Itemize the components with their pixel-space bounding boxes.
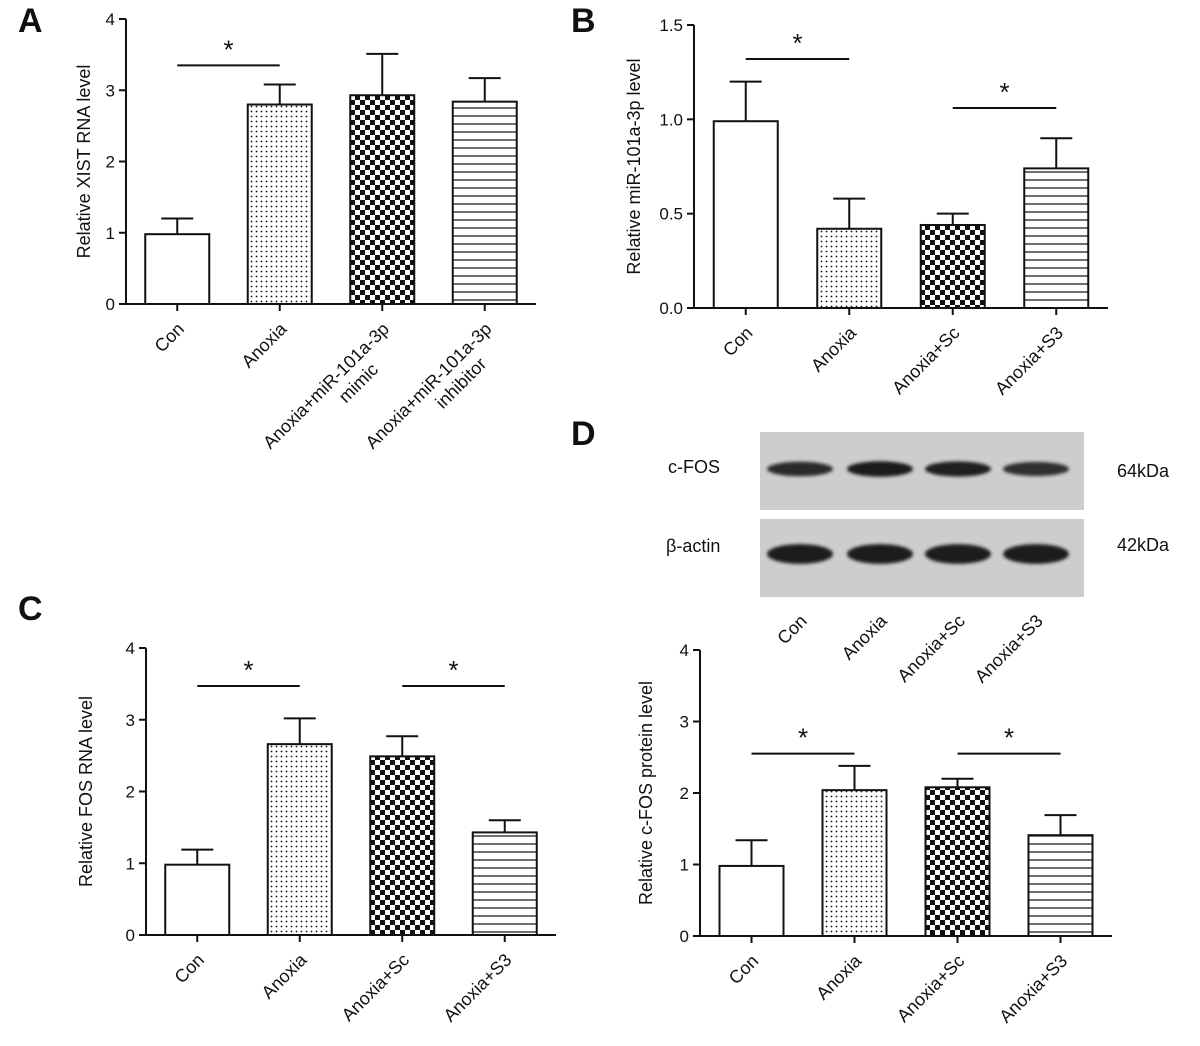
blot-label-cfos: c-FOS [668, 457, 720, 477]
chart-b-x-tick-label: Anoxia [807, 322, 861, 376]
chart-d-bar [718, 864, 785, 937]
blot-kda-cfos: 64kDa [1117, 461, 1170, 481]
chart-c-bar [266, 743, 333, 937]
chart-d-bar [1027, 834, 1094, 937]
chart-a-y-tick-label: 1 [106, 224, 115, 243]
chart-b-y-tick-label: 0.0 [659, 299, 683, 318]
chart-d-y-tick-label: 0 [680, 927, 689, 946]
blot-label-actin: β-actin [666, 536, 720, 556]
chart-d-bar [821, 789, 888, 938]
chart-b-y-tick-label: 1.5 [659, 16, 683, 35]
chart-a-bar [451, 100, 518, 306]
chart-c-y-tick-label: 1 [126, 854, 135, 873]
chart-a-x-tick-label: Anoxia [238, 318, 292, 372]
chart-d-cfos-protein: 0 1 2 3 4 Relative c-FOS protein level Con Anox… [636, 641, 1112, 1027]
panel-letter-b: B [571, 2, 596, 40]
blot-lane-label: Con [773, 611, 810, 648]
chart-d-y-tick-label: 2 [680, 784, 689, 803]
panel-letter-a: A [18, 2, 43, 40]
chart-c-bar [369, 755, 436, 937]
chart-c-y-tick-label: 4 [126, 639, 135, 658]
chart-c-y-tick-label: 2 [126, 783, 135, 802]
blot-kda-actin: 42kDa [1117, 535, 1170, 555]
chart-c-bar [164, 863, 231, 936]
chart-a-bar [144, 233, 211, 305]
blot-band-cfos [1003, 461, 1069, 477]
chart-a-y-tick-label: 4 [106, 10, 115, 29]
chart-a-y-tick-label: 0 [106, 295, 115, 314]
blot-band-actin [925, 544, 991, 564]
blot-band-cfos [925, 461, 991, 477]
chart-d-x-tick-label: Anoxia+S3 [995, 951, 1071, 1027]
chart-b-x-tick-label: Anoxia+Sc [888, 323, 963, 398]
chart-d-x-tick-label: Anoxia+Sc [893, 951, 968, 1026]
panel-letter-c: C [18, 590, 43, 628]
chart-a-y-tick-label: 2 [106, 153, 115, 172]
chart-b-significance-star: * [999, 77, 1009, 107]
panel-letter-d: D [571, 415, 596, 453]
chart-b-significance-star: * [792, 28, 802, 58]
blot-band-cfos [847, 461, 913, 477]
chart-b-bar [1023, 167, 1090, 309]
chart-a-y-tick-label: 3 [106, 81, 115, 100]
chart-a-significance-star: * [223, 34, 233, 64]
blot-lane-label: Anoxia+Sc [893, 611, 968, 686]
chart-c-y-tick-label: 3 [126, 711, 135, 730]
chart-b-x-tick-label: Con [719, 323, 756, 360]
chart-d-y-tick-label: 1 [680, 856, 689, 875]
chart-a-x-tick-label: Con [151, 319, 188, 356]
chart-d-significance-star: * [1004, 723, 1014, 753]
chart-b-mir101a-level: 0.0 0.5 1.0 1.5 Relative miR-101a-3p level Co… [624, 16, 1108, 399]
chart-b-y-tick-label: 1.0 [659, 110, 683, 129]
chart-d-bar [924, 786, 991, 938]
chart-a-bar [349, 94, 416, 305]
blot-band-cfos [767, 461, 833, 477]
chart-a-bar [246, 103, 313, 305]
chart-c-fos-rna: 0 1 2 3 4 Relative FOS RNA level Con Anoxia Anox… [76, 639, 556, 1026]
chart-d-y-tick-label: 3 [680, 713, 689, 732]
chart-c-x-tick-label: Anoxia+Sc [338, 950, 413, 1025]
blot-lane-label: Anoxia [838, 610, 892, 664]
chart-b-y-axis-label: Relative miR-101a-3p level [624, 58, 644, 274]
chart-b-y-tick-label: 0.5 [659, 205, 683, 224]
chart-c-x-tick-label: Anoxia [258, 949, 312, 1003]
chart-b-bar [712, 120, 779, 309]
chart-c-x-tick-label: Anoxia+S3 [440, 950, 516, 1026]
chart-c-significance-star: * [448, 655, 458, 685]
chart-a-y-axis-label: Relative XIST RNA level [74, 65, 94, 259]
blot-band-actin [847, 544, 913, 564]
blot-lane-label: Anoxia+S3 [971, 611, 1047, 687]
blot-band-actin [767, 544, 833, 564]
chart-d-y-tick-label: 4 [680, 641, 689, 660]
chart-c-x-tick-label: Con [171, 950, 208, 987]
chart-b-x-tick-label: Anoxia+S3 [991, 323, 1067, 399]
chart-d-x-tick-label: Con [725, 951, 762, 988]
chart-d-x-tick-label: Anoxia [812, 950, 866, 1004]
blot-band-actin [1003, 544, 1069, 564]
chart-b-bar [816, 227, 883, 309]
chart-c-y-tick-label: 0 [126, 926, 135, 945]
chart-c-bar [471, 831, 538, 937]
chart-c-significance-star: * [243, 655, 253, 685]
chart-d-significance-star: * [798, 723, 808, 753]
western-blot: c-FOS β-actin 64kDa 42kDa Con Anoxia Anoxi… [666, 432, 1170, 687]
chart-d-y-axis-label: Relative c-FOS protein level [636, 681, 656, 905]
chart-c-y-axis-label: Relative FOS RNA level [76, 696, 96, 887]
chart-b-bar [919, 223, 986, 309]
